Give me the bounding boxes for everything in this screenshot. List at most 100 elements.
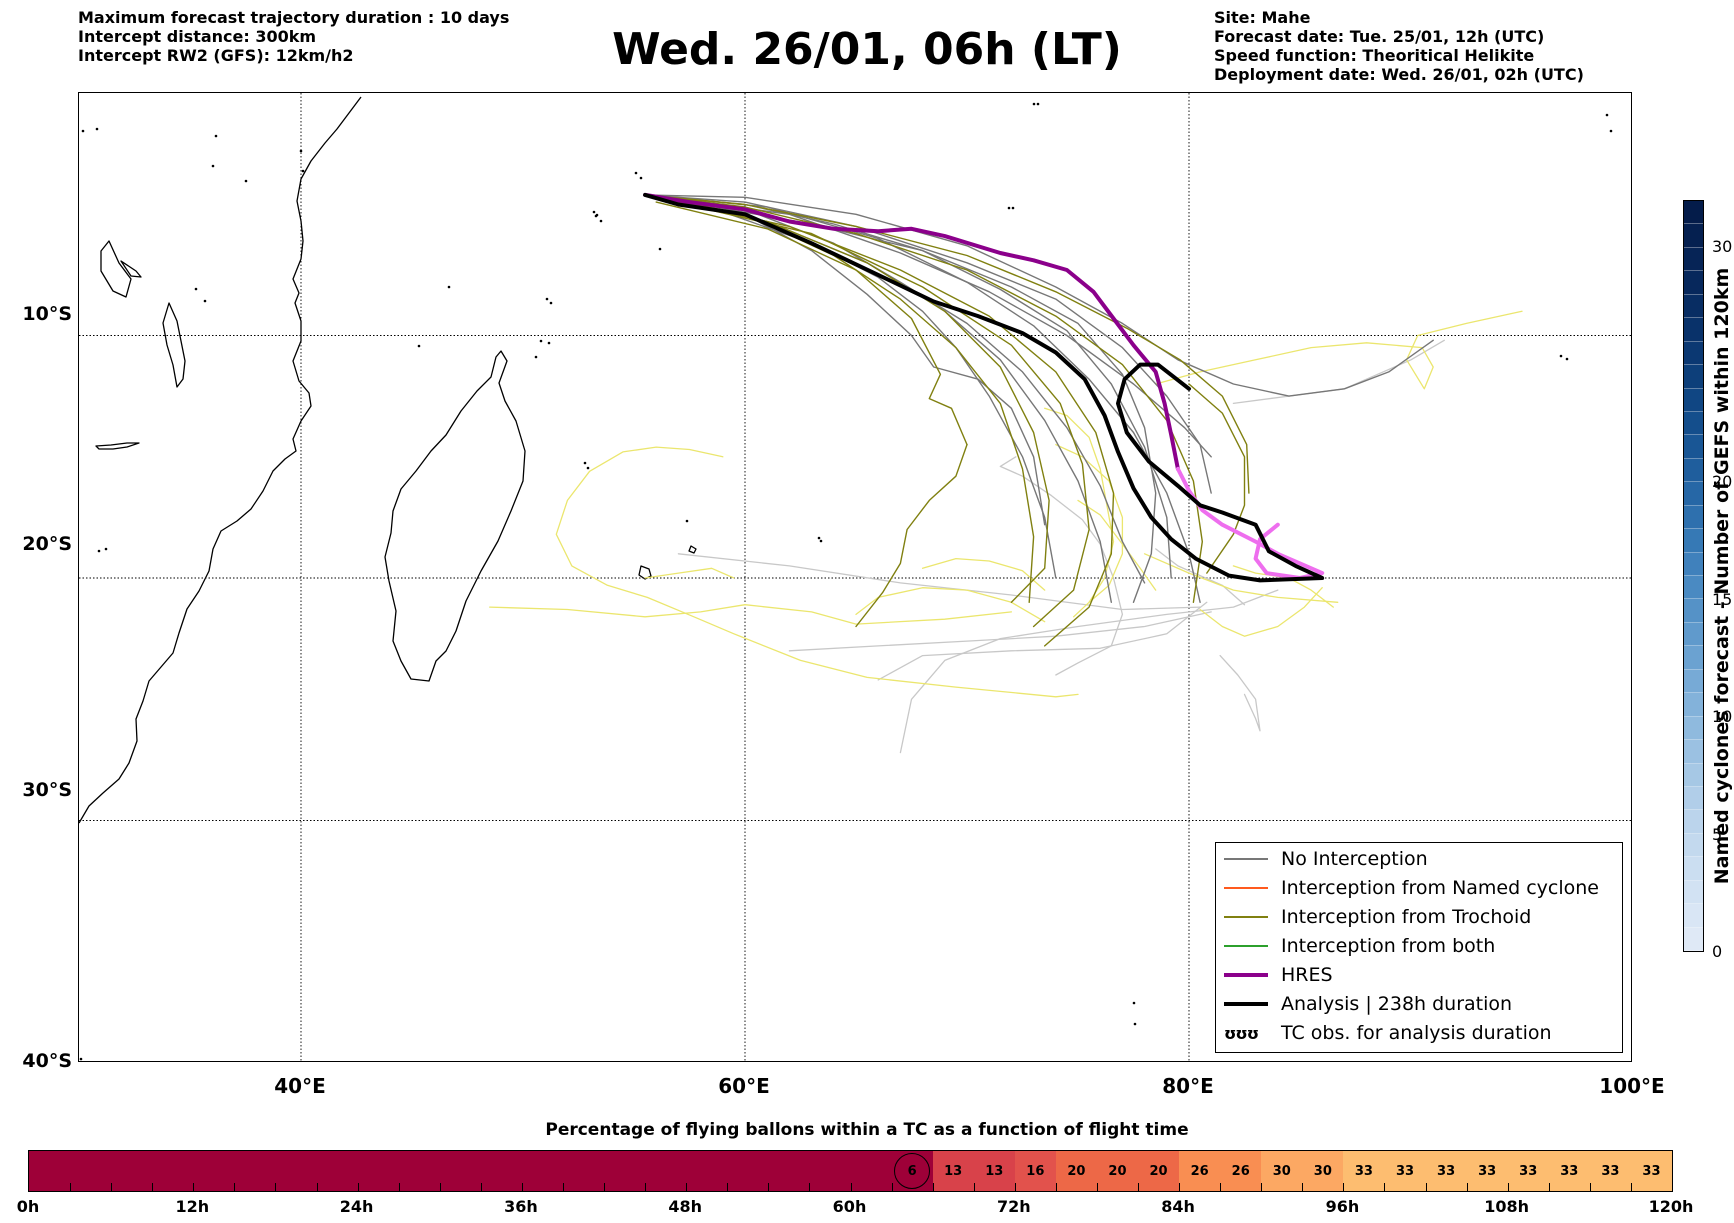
percentage-bar-tick: [480, 1183, 482, 1191]
island-dot: [639, 176, 643, 180]
legend-swatch: [1224, 1002, 1268, 1006]
percentage-bar-tick: [891, 1183, 893, 1191]
colorbar-segment: [1684, 576, 1703, 600]
percentage-segment: 20: [1096, 1151, 1138, 1191]
yellow-trajectories: [489, 310, 1523, 698]
light-gray-trajectory: [1219, 654, 1261, 732]
island-dot: [539, 339, 543, 343]
percentage-bar-tick: [604, 1183, 606, 1191]
legend-item-no-interception: No Interception: [1224, 845, 1428, 873]
lat-label-10s: 10°S: [22, 303, 72, 325]
island-dot: [203, 299, 207, 303]
colorbar-segment: [1684, 904, 1703, 928]
percentage-bar-tick: [1302, 1183, 1304, 1191]
island-dot: [81, 129, 85, 133]
percentage-value: 33: [1519, 1163, 1538, 1179]
percentage-bar-tick: [111, 1183, 113, 1191]
percentage-bar-tick: [768, 1183, 770, 1191]
percentage-value: 20: [1149, 1163, 1168, 1179]
island-dot: [549, 301, 553, 305]
island-dot: [97, 549, 101, 553]
no-interception-trajectory: [644, 194, 1146, 584]
map-title: Wed. 26/01, 06h (LT): [612, 24, 1122, 75]
island-dot: [211, 164, 215, 168]
legend-item-analysis: Analysis | 238h duration: [1224, 990, 1512, 1018]
trochoid-trajectory: [644, 194, 1115, 647]
percentage-bar-tick: [1589, 1183, 1591, 1191]
lon-label-40e: 40°E: [274, 1074, 326, 1098]
percentage-value: 20: [1108, 1163, 1127, 1179]
hres-trajectory-tail: [1175, 466, 1325, 580]
percentage-bar-tick: [193, 1183, 195, 1191]
percentage-bar-title: Percentage of flying ballons within a TC…: [545, 1120, 1189, 1140]
colorbar-segment: [1684, 740, 1703, 764]
trochoid-trajectory: [644, 194, 1203, 603]
island-dot: [819, 539, 823, 543]
island-dot: [685, 519, 689, 523]
colorbar-segment: [1684, 271, 1703, 295]
island-dot: [1036, 102, 1040, 106]
lon-label-80e: 80°E: [1162, 1074, 1214, 1098]
island-dot: [658, 247, 662, 251]
percentage-bar-tick: [275, 1183, 277, 1191]
island-dot: [417, 344, 421, 348]
legend-swatch: [1224, 858, 1268, 860]
percentage-value: 33: [1478, 1163, 1497, 1179]
trochoid-trajectory: [644, 194, 1090, 628]
hres-trajectory-line: [643, 192, 1180, 471]
colorbar-segment: [1684, 247, 1703, 272]
no-interception-trajectory: [644, 194, 1172, 579]
percentage-segment: 33: [1384, 1151, 1426, 1191]
percentage-bar-tick: [398, 1183, 400, 1191]
percentage-segment: 33: [1425, 1151, 1467, 1191]
island-dot: [194, 287, 198, 291]
colorbar-segment: [1684, 505, 1703, 530]
colorbar-segment: [1684, 318, 1703, 342]
yellow-trajectory: [1199, 587, 1323, 637]
percentage-bar-tick: [1261, 1183, 1263, 1191]
percentage-bar-tick: [1507, 1183, 1509, 1191]
intercept-rw2-text: Intercept RW2 (GFS): 12km/h2: [78, 46, 354, 65]
percentage-segment: 20: [1138, 1151, 1180, 1191]
percentage-segment: 33: [1548, 1151, 1590, 1191]
yellow-trajectory: [1155, 310, 1523, 390]
trochoid-trajectory: [644, 194, 1050, 603]
percentage-segment: 20: [1055, 1151, 1097, 1191]
percentage-segment: 13: [973, 1151, 1015, 1191]
legend-label: Interception from Trochoid: [1281, 906, 1532, 928]
percentage-value: 13: [985, 1163, 1004, 1179]
percentage-bar-tick: [1220, 1183, 1222, 1191]
island-dot: [586, 466, 590, 470]
legend-swatch: [1224, 887, 1268, 889]
trochoid-trajectory: [1188, 383, 1246, 574]
percentage-base-segment: [29, 1151, 892, 1191]
percentage-value: 20: [1067, 1163, 1086, 1179]
site-text: Site: Mahe: [1214, 8, 1311, 27]
percentage-value: 26: [1190, 1163, 1209, 1179]
colorbar-segment: [1684, 646, 1703, 670]
light-gray-trajectory: [877, 601, 1208, 681]
light-gray-trajectory: [788, 611, 1212, 652]
lat-label-30s: 30°S: [22, 779, 72, 801]
percentage-value: 26: [1231, 1163, 1250, 1179]
legend-item-both: Interception from both: [1224, 932, 1495, 960]
tc-symbol-icon: ʊʊʊ: [1224, 1023, 1259, 1043]
percentage-segment: 33: [1589, 1151, 1631, 1191]
island-dot: [545, 297, 549, 301]
coastline: [688, 545, 697, 554]
coastlines: [79, 96, 1613, 1061]
colorbar-tick-label: 15: [1712, 589, 1733, 609]
hres-trajectory: [643, 192, 1325, 580]
colorbar-segment: [1684, 693, 1703, 717]
percentage-bar-tick: [316, 1183, 318, 1191]
island-dot: [1565, 357, 1569, 361]
colorbar-tick-label: 20: [1712, 472, 1733, 491]
percentage-bar-tick: [727, 1183, 729, 1191]
yellow-trajectory: [1055, 443, 1124, 603]
legend-item-tc-obs: ʊʊʊ TC obs. for analysis duration: [1224, 1019, 1552, 1047]
percentage-hour-label: 120h: [1648, 1197, 1694, 1216]
percentage-value: 13: [944, 1163, 963, 1179]
colorbar-segment: [1684, 224, 1703, 248]
analysis-trajectory: [643, 192, 1325, 583]
coastline: [95, 442, 140, 450]
